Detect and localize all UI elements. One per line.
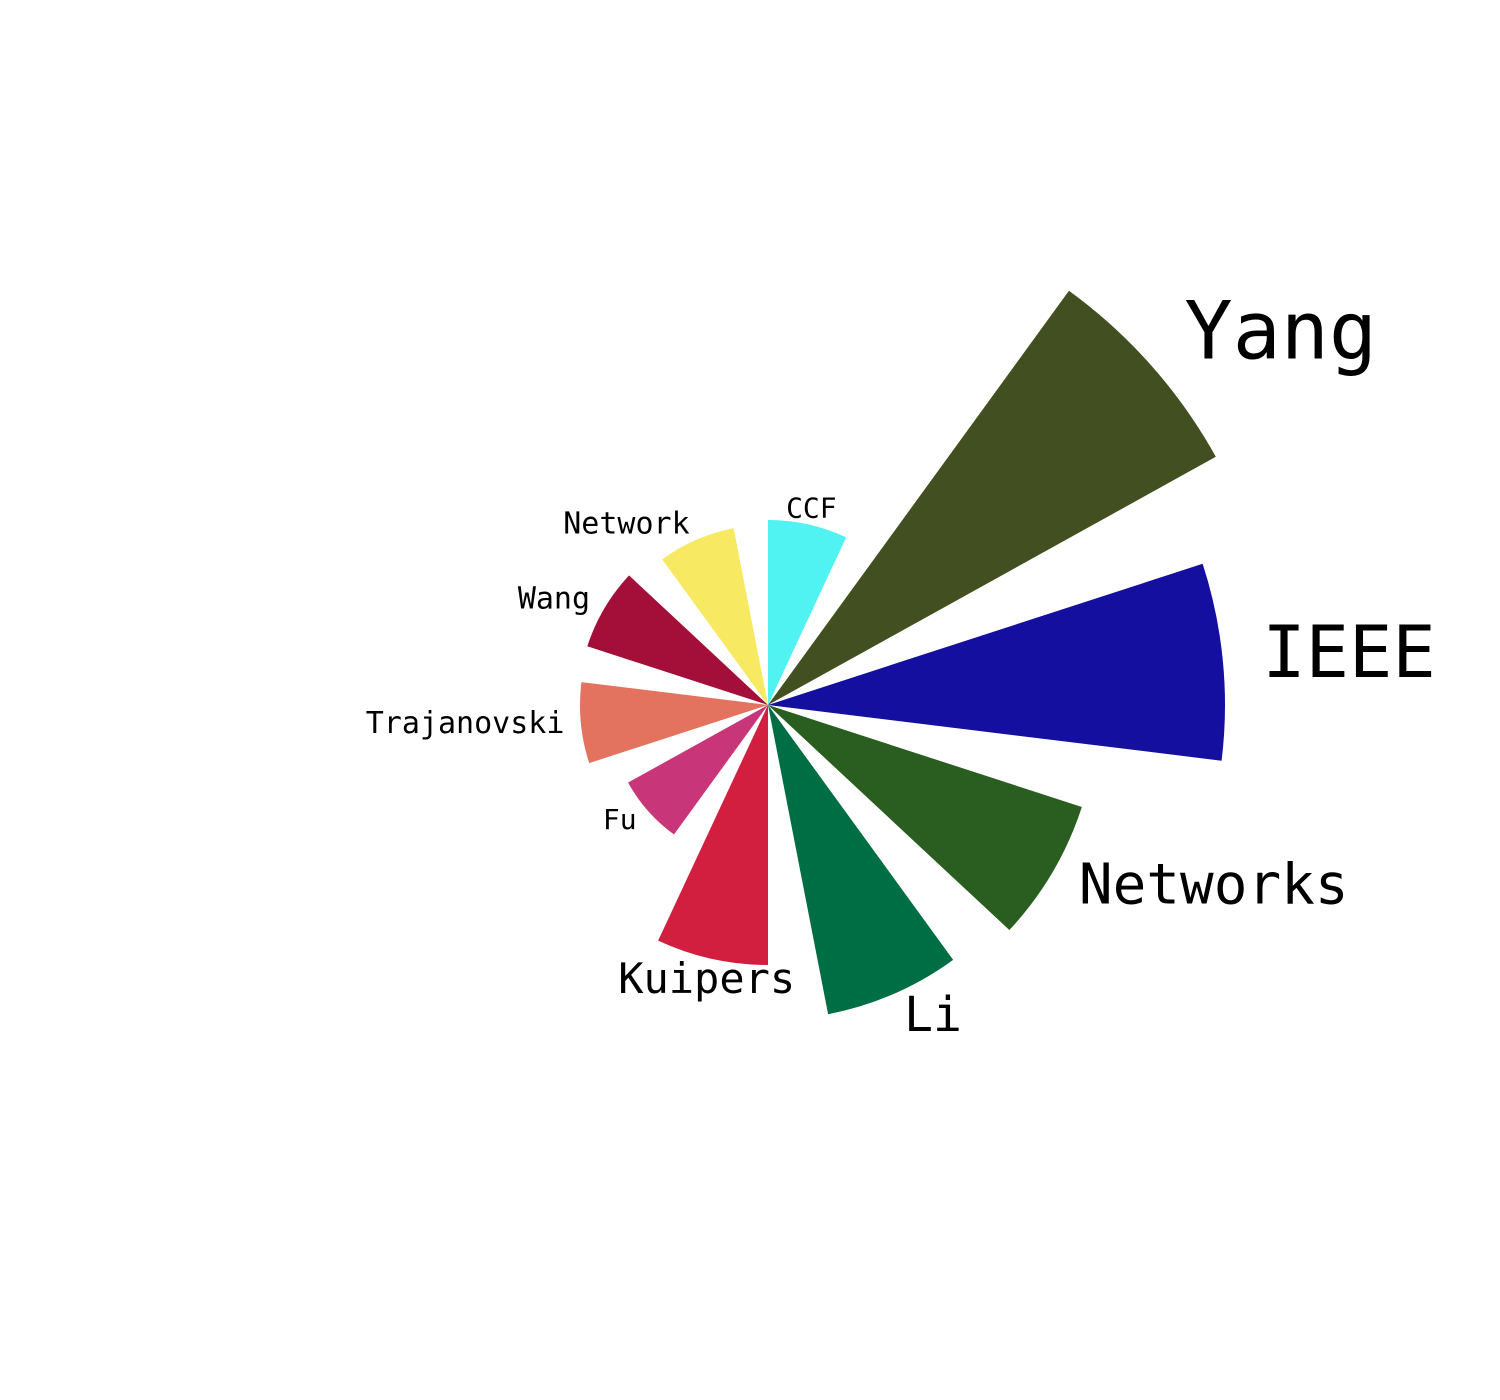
bar-trajanovski: [579, 682, 768, 764]
label-wang: Wang: [518, 582, 590, 617]
label-networks: Networks: [1079, 852, 1349, 917]
label-ieee: IEEE: [1262, 610, 1435, 694]
bar-ccf: [768, 520, 847, 705]
bar-kuipers: [658, 705, 768, 965]
label-fu: Fu: [603, 803, 637, 836]
bar-yang: [768, 290, 1216, 705]
label-trajanovski: Trajanovski: [366, 706, 565, 741]
bar-ieee: [768, 563, 1225, 761]
chart-labels: CCF Yang IEEE Networks Li Kuipers Fu Trajanovsk…: [366, 285, 1436, 1044]
label-kuipers: Kuipers: [618, 954, 795, 1003]
bar-network: [662, 528, 768, 705]
label-li: Li: [904, 987, 962, 1043]
label-yang: Yang: [1184, 285, 1377, 378]
chart-bars: [579, 290, 1225, 1015]
bar-wang: [587, 575, 768, 705]
bar-networks: [768, 705, 1082, 931]
bar-fu: [628, 705, 768, 835]
bar-li: [768, 705, 954, 1015]
label-network: Network: [563, 506, 689, 541]
label-ccf: CCF: [786, 491, 837, 524]
